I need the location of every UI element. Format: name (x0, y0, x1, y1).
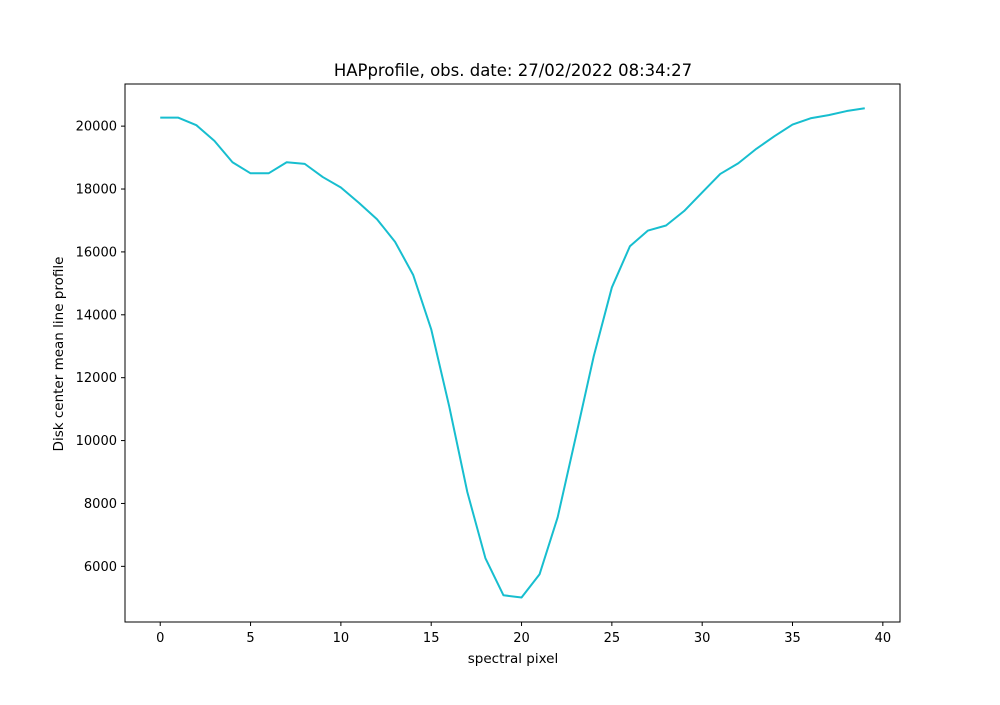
x-tick-label: 25 (604, 631, 621, 646)
y-tick-label: 12000 (76, 371, 117, 386)
chart-title: HAPprofile, obs. date: 27/02/2022 08:34:… (334, 61, 692, 80)
y-tick-label: 10000 (76, 434, 117, 449)
x-tick-label: 0 (156, 631, 164, 646)
y-axis: 6000 8000 10000 12000 14000 16000 18000 20000 (76, 120, 125, 575)
x-tick-label: 15 (423, 631, 440, 646)
y-tick-label: 14000 (76, 308, 117, 323)
y-axis-label: Disk center mean line profile (51, 257, 67, 452)
y-tick-label: 16000 (76, 245, 117, 260)
x-tick-label: 5 (246, 631, 254, 646)
x-tick-label: 40 (875, 631, 892, 646)
y-tick-label: 18000 (76, 183, 117, 198)
plot-area (124, 83, 901, 623)
x-tick-label: 20 (513, 631, 530, 646)
y-tick-label: 6000 (84, 560, 117, 575)
x-tick-label: 35 (784, 631, 801, 646)
x-tick-label: 10 (333, 631, 350, 646)
x-tick-label: 30 (694, 631, 711, 646)
series-line (160, 107, 865, 599)
x-axis: 0 5 10 15 20 25 30 35 40 (156, 622, 891, 646)
y-tick-label: 8000 (84, 497, 117, 512)
series-layer (160, 107, 865, 599)
plot-frame (124, 83, 901, 623)
x-axis-label: spectral pixel (468, 651, 558, 667)
y-tick-label: 20000 (76, 120, 117, 135)
